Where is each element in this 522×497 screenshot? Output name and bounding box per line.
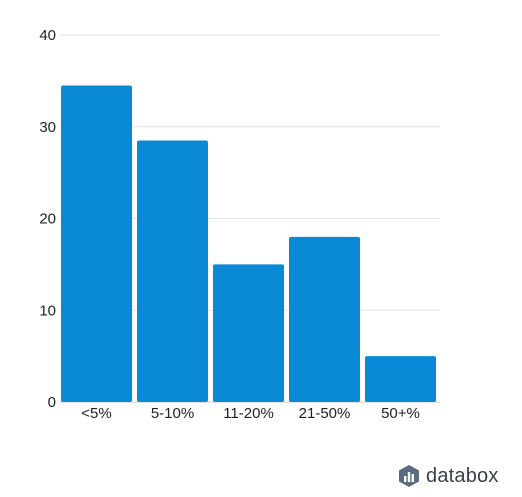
y-tick-label: 10	[39, 302, 56, 319]
brand-name: databox	[426, 465, 499, 487]
brand-logo: databox	[398, 464, 499, 488]
y-tick-label: 40	[39, 27, 56, 44]
x-tick-label: 21-50%	[299, 405, 351, 422]
y-tick-label: 0	[48, 394, 56, 411]
databox-logo-icon	[399, 465, 419, 487]
x-axis-ticks: <5% 5-10% 11-20% 21-50% 50+%	[81, 405, 420, 422]
y-axis-ticks: 0 10 20 30 40	[39, 27, 56, 411]
bars	[61, 85, 436, 403]
x-tick-label: 5-10%	[151, 405, 194, 422]
y-tick-label: 30	[39, 119, 56, 136]
x-tick-label: 11-20%	[223, 405, 274, 422]
y-tick-label: 20	[39, 211, 56, 228]
bar	[213, 264, 284, 402]
bar	[289, 236, 360, 402]
bar	[365, 356, 436, 402]
x-tick-label: <5%	[81, 405, 111, 422]
bar	[61, 85, 132, 403]
x-tick-label: 50+%	[381, 405, 420, 422]
bar	[137, 140, 208, 402]
